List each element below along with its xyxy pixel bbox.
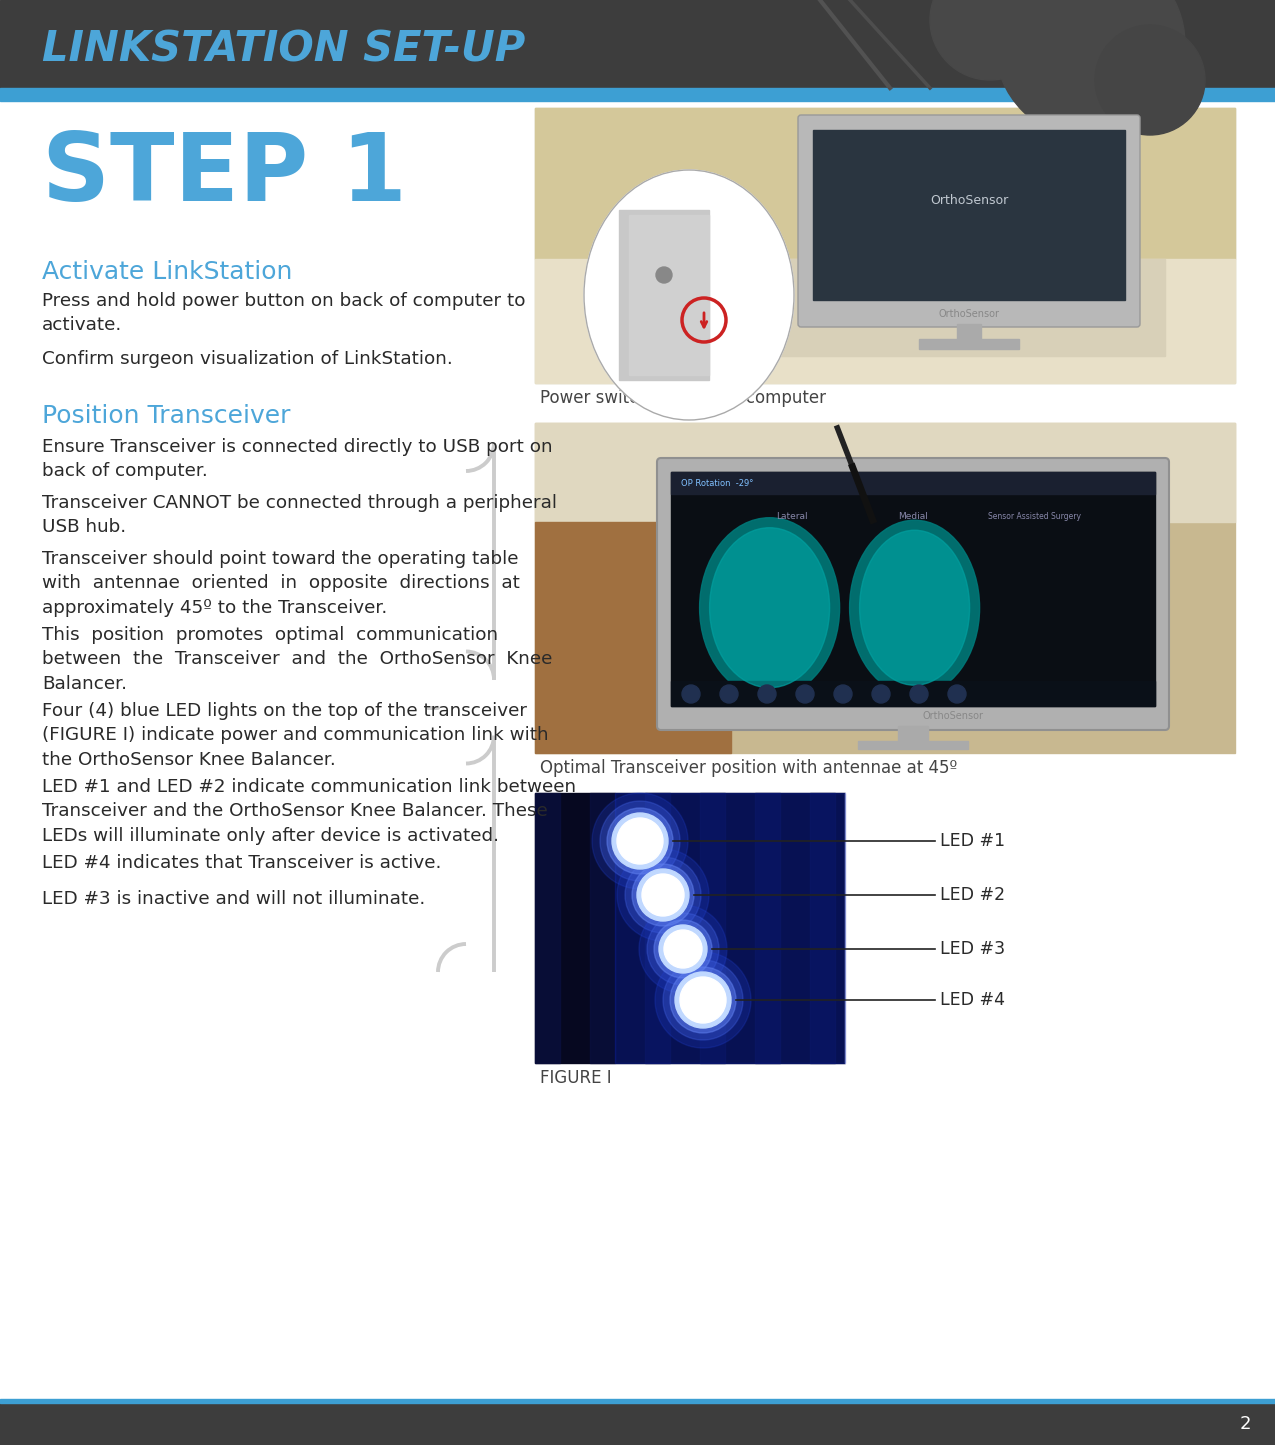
Bar [671,473,1155,494]
Bar [700,793,725,1064]
Ellipse shape [849,520,979,695]
Text: FIGURE I: FIGURE I [541,1069,612,1087]
Circle shape [1095,25,1205,134]
Bar [615,793,845,1064]
Bar [958,324,980,342]
Circle shape [872,685,890,704]
Bar [858,741,968,749]
Circle shape [674,972,731,1027]
Circle shape [617,818,663,864]
Circle shape [617,850,709,941]
Text: LED #3 is inactive and will not illuminate.: LED #3 is inactive and will not illumina… [42,890,426,907]
Circle shape [682,685,700,704]
Bar [755,793,780,1064]
Circle shape [659,925,708,972]
Bar [536,108,1235,383]
Text: LED #3: LED #3 [940,941,1005,958]
Bar [536,522,731,753]
Text: Activate LinkStation: Activate LinkStation [42,260,292,285]
Bar [671,473,1155,707]
Text: Ensure Transceiver is connected directly to USB port on
back of computer.: Ensure Transceiver is connected directly… [42,438,552,480]
Circle shape [654,920,711,978]
Text: Power switch on back of computer: Power switch on back of computer [541,389,826,407]
Bar [645,793,669,1064]
Bar [536,793,560,1064]
Circle shape [994,0,1184,139]
Ellipse shape [710,527,830,688]
Text: STEP 1: STEP 1 [42,129,407,221]
Bar [536,423,1235,522]
Text: LED #4: LED #4 [940,991,1005,1009]
Text: Sensor Assisted Surgery: Sensor Assisted Surgery [988,512,1080,522]
Text: Confirm surgeon visualization of LinkStation.: Confirm surgeon visualization of LinkSta… [42,350,453,368]
Bar [629,215,709,376]
Circle shape [612,814,668,868]
Circle shape [655,952,751,1048]
FancyBboxPatch shape [657,458,1169,730]
Bar [810,793,835,1064]
Text: LED #2: LED #2 [940,886,1005,905]
Bar [919,340,1019,350]
Text: OrthoSensor: OrthoSensor [938,309,1000,319]
Text: Four (4) blue LED lights on the top of the transceiver
(FIGURE I) indicate power: Four (4) blue LED lights on the top of t… [42,702,548,769]
Circle shape [657,267,672,283]
Circle shape [638,868,688,920]
Circle shape [949,685,966,704]
Bar [618,210,709,380]
Text: Transceiver should point toward the operating table
with  antennae  oriented  in: Transceiver should point toward the oper… [42,551,520,617]
Circle shape [680,977,725,1023]
Text: OrthoSensor: OrthoSensor [929,195,1009,208]
Circle shape [643,874,683,916]
Text: LINKSTATION SET-UP: LINKSTATION SET-UP [42,29,525,71]
Circle shape [664,931,703,968]
Text: LED #1 and LED #2 indicate communication link between
Transceiver and the OrthoS: LED #1 and LED #2 indicate communication… [42,777,576,844]
Text: Optimal Transceiver position with antennae at 45º: Optimal Transceiver position with antenn… [541,759,958,777]
Circle shape [834,685,852,704]
Text: LED #4 indicates that Transceiver is active.: LED #4 indicates that Transceiver is act… [42,854,441,871]
Text: 2: 2 [1239,1415,1251,1433]
Circle shape [607,808,673,874]
Bar [671,681,1155,707]
Circle shape [601,801,680,881]
FancyBboxPatch shape [798,116,1140,327]
Bar [780,259,1165,355]
Text: Lateral: Lateral [776,512,808,522]
Text: Position Transceiver: Position Transceiver [42,405,291,428]
Text: OP Rotation  -29°: OP Rotation -29° [681,478,754,487]
Circle shape [759,685,776,704]
Ellipse shape [584,171,794,420]
Circle shape [646,913,719,985]
Bar [536,259,1235,383]
Circle shape [720,685,738,704]
Circle shape [639,905,727,993]
Text: OrthoSensor: OrthoSensor [923,711,983,721]
Circle shape [796,685,813,704]
Circle shape [663,959,743,1040]
Text: LED #1: LED #1 [940,832,1005,850]
Ellipse shape [700,517,840,698]
Text: Transceiver CANNOT be connected through a peripheral
USB hub.: Transceiver CANNOT be connected through … [42,494,557,536]
Bar [536,423,1235,753]
Bar [536,793,845,1064]
Circle shape [929,0,1051,79]
Bar [813,130,1125,301]
Ellipse shape [859,530,969,685]
Bar [590,793,615,1064]
Text: This  position  promotes  optimal  communication
between  the  Transceiver  and : This position promotes optimal communica… [42,626,552,692]
Circle shape [669,967,736,1033]
Circle shape [910,685,928,704]
Bar [845,793,1235,1064]
Bar [0,1403,1275,1445]
Bar [898,725,928,744]
Circle shape [625,857,701,933]
Text: Medial: Medial [898,512,928,522]
Bar [0,0,1275,88]
Circle shape [592,793,688,889]
Bar [536,108,1235,259]
Circle shape [632,864,694,926]
Bar [0,1399,1275,1403]
Bar [0,88,1275,101]
Text: Press and hold power button on back of computer to
activate.: Press and hold power button on back of c… [42,292,525,334]
